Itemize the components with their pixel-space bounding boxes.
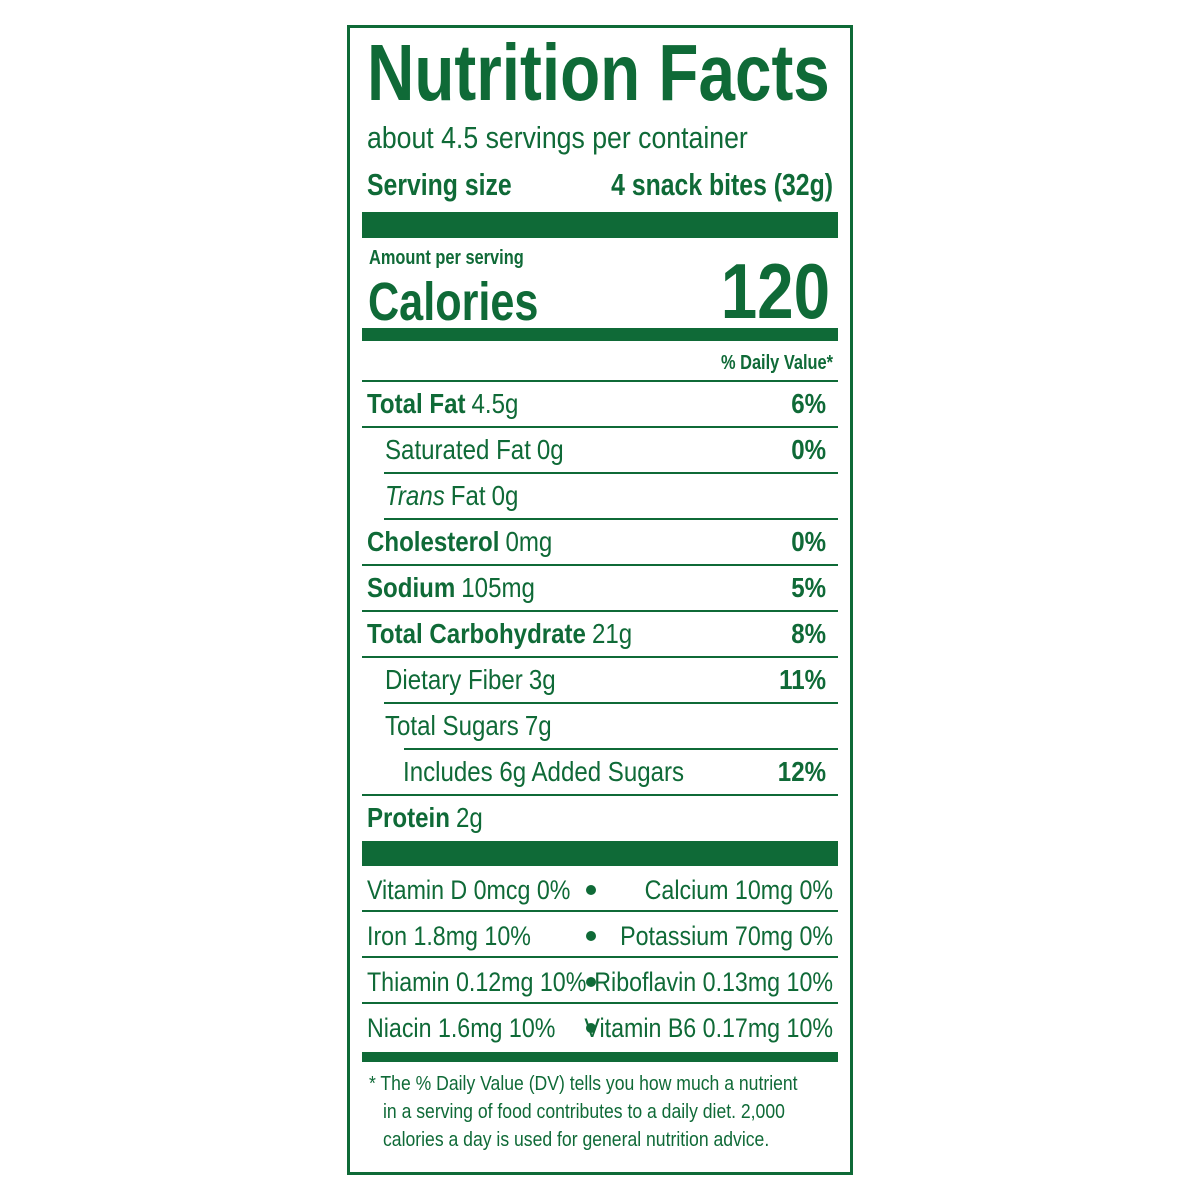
nutrient-row: Cholesterol 0mg	[367, 525, 552, 557]
nutrient-dv: 0%	[791, 433, 826, 465]
medium-rule	[362, 328, 838, 341]
nutrient-dv: 8%	[791, 617, 826, 649]
serving-size-label: Serving size	[367, 167, 512, 201]
nutrient-dv: 11%	[779, 663, 826, 695]
nutrient-name: Dietary Fiber	[385, 663, 523, 695]
nutrient-amount: 0g	[492, 479, 519, 511]
nutrient-amount: 0g	[537, 433, 564, 465]
medium-rule	[362, 1052, 838, 1062]
nutrient-amount: 3g	[529, 663, 556, 695]
thick-rule	[362, 212, 838, 238]
nutrient-amount: 2g	[456, 801, 483, 833]
nutrient-name: Total Carbohydrate	[367, 617, 586, 649]
amount-per-serving: Amount per serving	[369, 245, 524, 268]
nutrient-row: Dietary Fiber 3g	[385, 663, 556, 695]
nutrient-row: Sodium 105mg	[367, 571, 535, 603]
bullet	[586, 977, 596, 987]
footnote-line: * The % Daily Value (DV) tells you how m…	[369, 1072, 798, 1094]
nutrient-row: Total Sugars 7g	[385, 709, 552, 741]
footnote-line: in a serving of food contributes to a da…	[383, 1100, 785, 1122]
vitamin-right: Vitamin B6 0.17mg 10%	[584, 1013, 833, 1043]
nutrient-dv: 0%	[791, 525, 826, 557]
nutrient-dv: 6%	[791, 387, 826, 419]
vitamin-right: Potassium 70mg 0%	[620, 921, 833, 951]
servings: about 4.5 servings per container	[367, 121, 748, 155]
nutrient-dv: 12%	[778, 755, 826, 787]
nutrient-amount: 105mg	[461, 571, 535, 603]
vitamin-left: Vitamin D 0mcg 0%	[367, 875, 570, 905]
calories-label: Calories	[368, 273, 538, 333]
serving-size-value: 4 snack bites (32g)	[611, 167, 833, 201]
nutrient-amount: 4.5g	[472, 387, 519, 419]
label-border	[347, 25, 853, 1175]
nutrient-amount: 21g	[592, 617, 632, 649]
vitamin-right: Calcium 10mg 0%	[645, 875, 833, 905]
nutrient-dv: 5%	[791, 571, 826, 603]
nutrient-row: Trans Fat 0g	[385, 479, 518, 511]
vitamin-left: Niacin 1.6mg 10%	[367, 1013, 555, 1043]
title: Nutrition Facts	[367, 28, 830, 118]
bullet	[586, 885, 596, 895]
nutrient-row: Saturated Fat 0g	[385, 433, 564, 465]
nutrient-name: Fat	[451, 479, 486, 511]
nutrient-row: Protein 2g	[367, 801, 483, 833]
daily-value-header: % Daily Value*	[721, 350, 834, 373]
nutrient-name: Total Fat	[367, 387, 466, 419]
nutrient-row: Total Carbohydrate 21g	[367, 617, 632, 649]
footnote-line: calories a day is used for general nutri…	[383, 1128, 769, 1150]
thick-rule	[362, 841, 838, 866]
nutrient-name: Protein	[367, 801, 450, 833]
nutrient-row: Includes 6g Added Sugars	[403, 755, 684, 787]
nutrient-amount: 0mg	[505, 525, 552, 557]
vitamin-right: Riboflavin 0.13mg 10%	[594, 967, 833, 997]
nutrient-name: Cholesterol	[367, 525, 499, 557]
nutrient-row: Total Fat 4.5g	[367, 387, 518, 419]
nutrient-amount: 7g	[525, 709, 552, 741]
nutrient-name-italic: Trans	[385, 479, 445, 511]
calories-value: 120	[721, 249, 830, 336]
vitamin-left: Thiamin 0.12mg 10%	[367, 967, 586, 997]
nutrient-name: Saturated Fat	[385, 433, 532, 465]
nutrient-name: Includes 6g Added Sugars	[403, 755, 684, 787]
bullet	[586, 931, 596, 941]
vitamin-left: Iron 1.8mg 10%	[367, 921, 531, 951]
nutrient-name: Sodium	[367, 571, 455, 603]
nutrient-name: Total Sugars	[385, 709, 519, 741]
bullet	[586, 1023, 596, 1033]
